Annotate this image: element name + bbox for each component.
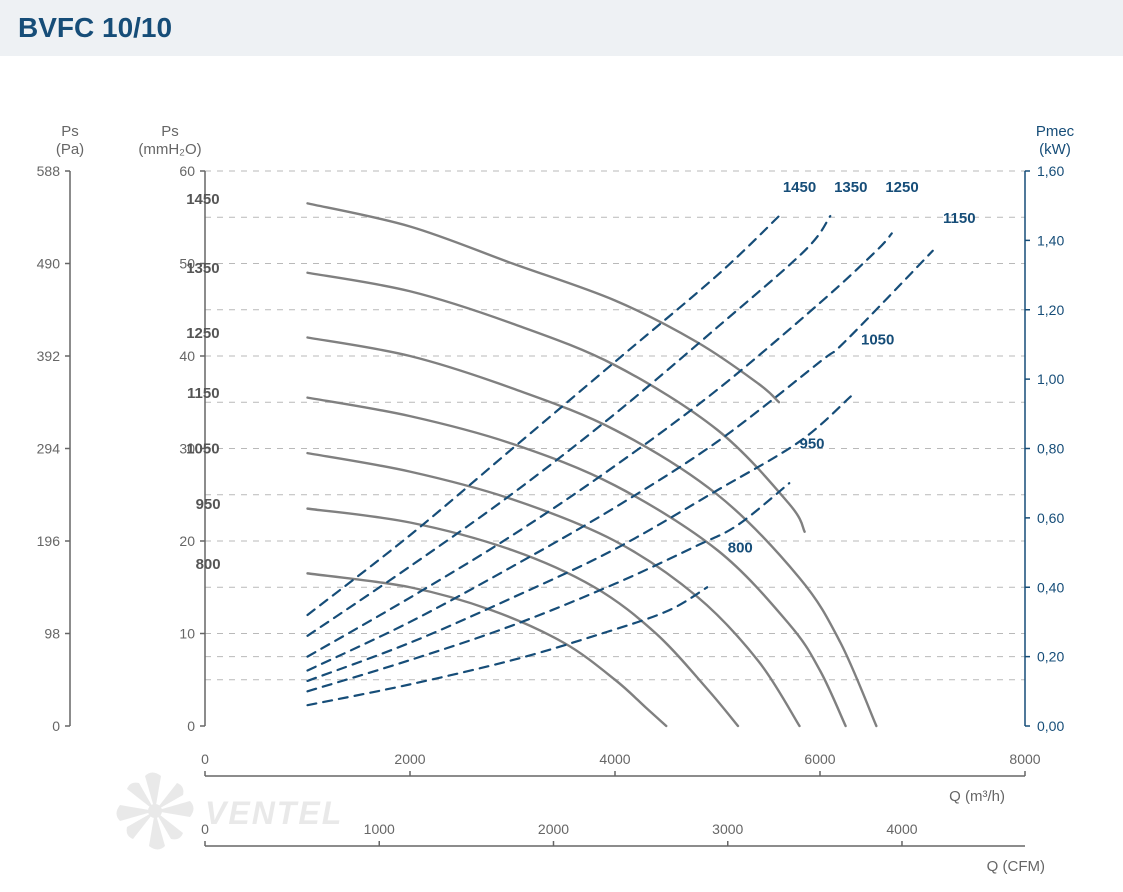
svg-text:0: 0 — [187, 718, 195, 734]
svg-text:1450: 1450 — [186, 191, 219, 208]
svg-text:196: 196 — [37, 533, 61, 549]
svg-text:800: 800 — [728, 540, 753, 557]
svg-text:0,00: 0,00 — [1037, 718, 1064, 734]
svg-text:950: 950 — [800, 436, 825, 453]
svg-text:0: 0 — [52, 718, 60, 734]
svg-text:1350: 1350 — [834, 179, 867, 196]
svg-text:1050: 1050 — [186, 441, 219, 458]
svg-text:Q (m³/h): Q (m³/h) — [949, 788, 1005, 805]
chart-svg: 098196294392490588Ps(Pa)0102030405060Ps(… — [0, 66, 1123, 886]
svg-text:Ps: Ps — [61, 123, 79, 140]
svg-text:Q (CFM): Q (CFM) — [987, 858, 1045, 875]
svg-text:588: 588 — [37, 163, 61, 179]
svg-text:0,40: 0,40 — [1037, 579, 1064, 595]
svg-text:20: 20 — [179, 533, 195, 549]
svg-text:1150: 1150 — [943, 210, 976, 227]
svg-text:0,60: 0,60 — [1037, 510, 1064, 526]
svg-text:(Pa): (Pa) — [56, 141, 84, 158]
svg-text:8000: 8000 — [1009, 751, 1040, 767]
svg-text:950: 950 — [196, 496, 221, 513]
svg-text:0,80: 0,80 — [1037, 441, 1064, 457]
svg-text:490: 490 — [37, 256, 61, 272]
svg-text:1,60: 1,60 — [1037, 163, 1064, 179]
title-bar: BVFC 10/10 — [0, 0, 1123, 56]
svg-text:800: 800 — [196, 556, 221, 573]
svg-text:10: 10 — [179, 626, 195, 642]
svg-text:1,00: 1,00 — [1037, 371, 1064, 387]
svg-text:0: 0 — [201, 821, 209, 837]
svg-text:4000: 4000 — [886, 821, 917, 837]
svg-text:1350: 1350 — [186, 260, 219, 277]
svg-text:(mmH₂O): (mmH₂O) — [138, 141, 201, 158]
svg-text:Pmec: Pmec — [1036, 123, 1075, 140]
svg-text:1000: 1000 — [364, 821, 395, 837]
page-title: BVFC 10/10 — [18, 12, 172, 43]
svg-text:40: 40 — [179, 348, 195, 364]
svg-text:0,20: 0,20 — [1037, 649, 1064, 665]
fan-curve-chart: 098196294392490588Ps(Pa)0102030405060Ps(… — [0, 66, 1123, 886]
svg-text:1250: 1250 — [885, 179, 918, 196]
svg-text:1050: 1050 — [861, 331, 894, 348]
svg-text:1150: 1150 — [187, 385, 220, 402]
svg-text:60: 60 — [179, 163, 195, 179]
svg-text:Ps: Ps — [161, 123, 179, 140]
svg-text:2000: 2000 — [538, 821, 569, 837]
svg-text:(kW): (kW) — [1039, 141, 1071, 158]
svg-text:1250: 1250 — [186, 325, 219, 342]
svg-text:98: 98 — [44, 626, 60, 642]
svg-text:4000: 4000 — [599, 751, 630, 767]
svg-text:1,20: 1,20 — [1037, 302, 1064, 318]
svg-text:3000: 3000 — [712, 821, 743, 837]
svg-text:2000: 2000 — [394, 751, 425, 767]
svg-text:0: 0 — [201, 751, 209, 767]
svg-text:392: 392 — [37, 348, 61, 364]
svg-text:6000: 6000 — [804, 751, 835, 767]
svg-text:294: 294 — [37, 441, 61, 457]
svg-text:1450: 1450 — [783, 179, 816, 196]
svg-text:1,40: 1,40 — [1037, 232, 1064, 248]
